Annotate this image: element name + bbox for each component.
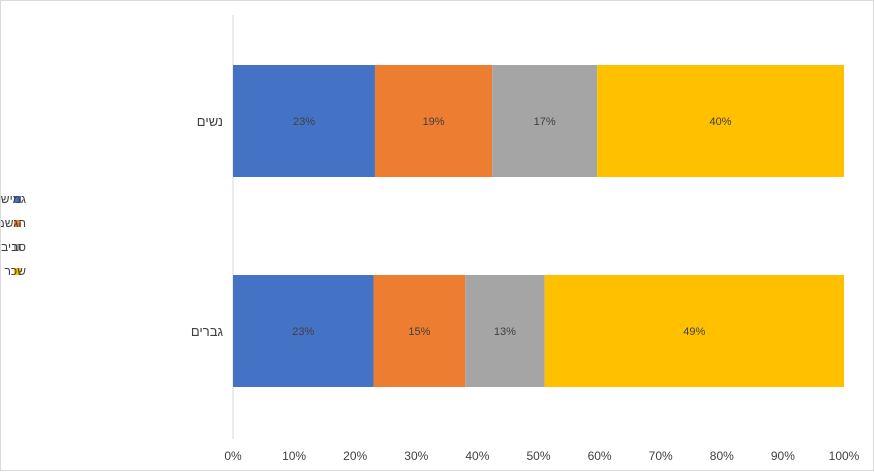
x-tick-label: 90%	[771, 449, 795, 463]
bar-segment	[492, 65, 598, 177]
legend-label: גמישות וחופש פעולה	[1, 192, 26, 206]
bar-segment	[465, 275, 545, 387]
x-tick-label: 10%	[282, 449, 306, 463]
bar-segment	[544, 275, 844, 387]
bar-segment	[233, 275, 374, 387]
data-label: 23%	[293, 116, 315, 128]
x-tick-label: 0%	[224, 449, 242, 463]
x-tick-label: 80%	[710, 449, 734, 463]
data-label: 49%	[683, 326, 705, 338]
data-label: 19%	[423, 116, 445, 128]
bar-segment	[374, 65, 493, 177]
x-tick-label: 70%	[649, 449, 673, 463]
legend-swatch	[14, 196, 21, 203]
x-tick-label: 20%	[343, 449, 367, 463]
legend-label: שכר והטבות	[1, 264, 26, 278]
legend-label: הגשמה עצמית ואופק קידום	[1, 216, 26, 230]
legend-swatch	[14, 220, 21, 227]
x-tick-label: 50%	[526, 449, 550, 463]
bar-segment	[233, 65, 375, 177]
x-tick-label: 40%	[465, 449, 489, 463]
category-label: גברים	[191, 324, 224, 339]
x-tick-label: 100%	[829, 449, 860, 463]
data-label: 40%	[710, 116, 732, 128]
data-label: 15%	[408, 326, 430, 338]
category-label: נשים	[197, 114, 223, 129]
data-label: 23%	[292, 326, 314, 338]
data-label: 13%	[494, 326, 516, 338]
x-tick-label: 30%	[404, 449, 428, 463]
data-label: 17%	[534, 116, 556, 128]
legend-swatch	[14, 268, 21, 275]
bar-segment	[373, 275, 466, 387]
legend-label: סביבת עבודה נעימה	[1, 240, 26, 254]
legend-swatch	[14, 244, 21, 251]
x-tick-label: 60%	[588, 449, 612, 463]
bar-segment	[597, 65, 844, 177]
